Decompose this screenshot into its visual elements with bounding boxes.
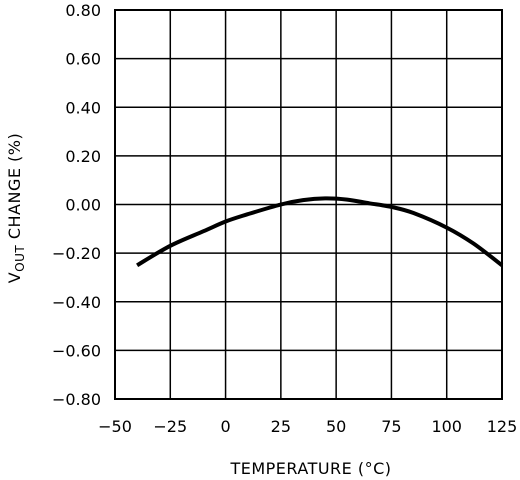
y-tick-label: 0.80 [65,1,101,20]
x-tick-label: 125 [487,417,518,436]
y-tick-labels: 0.80 0.60 0.40 0.20 0.00 −0.20 −0.40 −0.60 −0.80 [52,1,101,409]
y-tick-label: 0.20 [65,147,101,166]
x-tick-label: 0 [220,417,230,436]
plot-frame [114,9,503,400]
y-tick-label: −0.60 [52,341,101,360]
y-tick-label: 0.00 [65,196,101,215]
x-axis-title: TEMPERATURE (°C) [229,459,391,478]
y-tick-label: 0.40 [65,98,101,117]
x-tick-label: 75 [381,417,401,436]
y-tick-label: −0.80 [52,390,101,409]
x-tick-label: 100 [431,417,462,436]
series-line [136,196,504,268]
x-tick-label: −25 [153,417,187,436]
grid [115,10,502,399]
y-axis-title-sub: OUT [13,245,27,272]
x-tick-label: 25 [271,417,291,436]
y-axis-title-rest: CHANGE (%) [5,133,24,245]
x-tick-labels: −50 −25 0 25 50 75 100 125 [98,417,517,436]
y-tick-label: −0.20 [52,244,101,263]
y-tick-label: −0.40 [52,293,101,312]
x-tick-label: −50 [98,417,132,436]
x-tick-label: 50 [326,417,346,436]
y-axis-title-main: V [5,272,24,283]
y-axis-title: VOUT CHANGE (%) [5,133,27,284]
y-tick-label: 0.60 [65,50,101,69]
